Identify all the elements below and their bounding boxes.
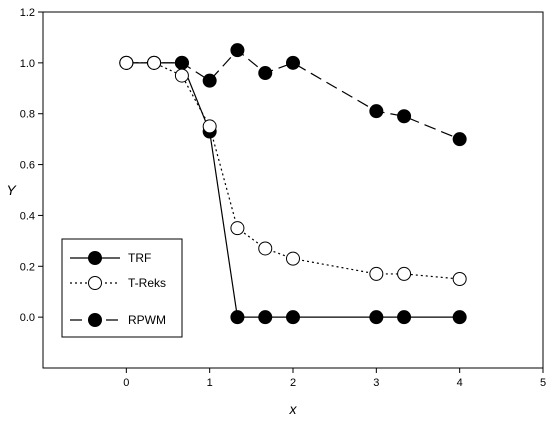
legend: TRF T-Reks RPWM xyxy=(61,238,183,338)
data-point-trf xyxy=(230,310,245,325)
axis-ticks: 0 1 2 3 4 5 0.0 0.2 0.4 0.6 0.8 1.0 1.2 xyxy=(20,7,546,389)
data-point-rpwm xyxy=(286,55,300,70)
data-point-rpwm xyxy=(202,73,217,88)
data-point-rpwm xyxy=(174,55,189,70)
data-point-trf xyxy=(286,310,300,325)
y-tick-label: 1.0 xyxy=(20,58,35,70)
series-line-rpwm xyxy=(126,49,460,140)
legend-box xyxy=(61,238,183,338)
data-point-rpwm xyxy=(230,43,245,58)
x-tick-label: 0 xyxy=(123,377,129,389)
data-point-t-reks xyxy=(230,221,245,236)
data-point-t-reks xyxy=(119,55,134,70)
x-tick-label: 2 xyxy=(290,377,296,389)
data-point-rpwm xyxy=(258,66,273,81)
y-axis-label: Y xyxy=(6,182,17,198)
legend-label-trf: TRF xyxy=(128,251,151,265)
data-point-t-reks xyxy=(369,266,384,281)
data-point-t-reks xyxy=(258,241,273,256)
y-tick-label: 1.2 xyxy=(20,7,35,19)
y-tick-label: 0.2 xyxy=(20,261,35,273)
data-point-t-reks xyxy=(147,55,162,70)
data-point-trf xyxy=(452,310,467,325)
x-tick-label: 5 xyxy=(540,377,546,389)
data-point-trf xyxy=(397,310,412,325)
x-tick-label: 1 xyxy=(207,377,213,389)
data-point-rpwm xyxy=(369,104,384,119)
y-tick-label: 0.4 xyxy=(20,210,35,222)
y-tick-label: 0.0 xyxy=(20,312,35,324)
data-point-t-reks xyxy=(397,266,412,281)
y-tick-label: 0.6 xyxy=(20,160,35,172)
y-tick-label: 0.8 xyxy=(20,109,35,121)
x-axis-label: x xyxy=(289,401,298,417)
data-point-t-reks xyxy=(202,119,217,134)
data-point-rpwm xyxy=(452,132,467,147)
legend-marker-t-reks xyxy=(88,276,102,290)
data-point-t-reks xyxy=(174,68,189,83)
legend-label-t-reks: T-Reks xyxy=(128,276,166,290)
data-point-rpwm xyxy=(397,109,412,124)
data-point-t-reks xyxy=(286,251,300,266)
x-tick-label: 3 xyxy=(373,377,379,389)
data-point-trf xyxy=(369,310,384,325)
legend-marker-rpwm xyxy=(88,313,102,327)
legend-marker-trf xyxy=(88,251,102,265)
legend-label-rpwm: RPWM xyxy=(128,313,166,327)
data-point-trf xyxy=(258,310,273,325)
series-layer xyxy=(119,43,467,325)
x-tick-label: 4 xyxy=(457,377,463,389)
data-point-t-reks xyxy=(452,272,467,286)
